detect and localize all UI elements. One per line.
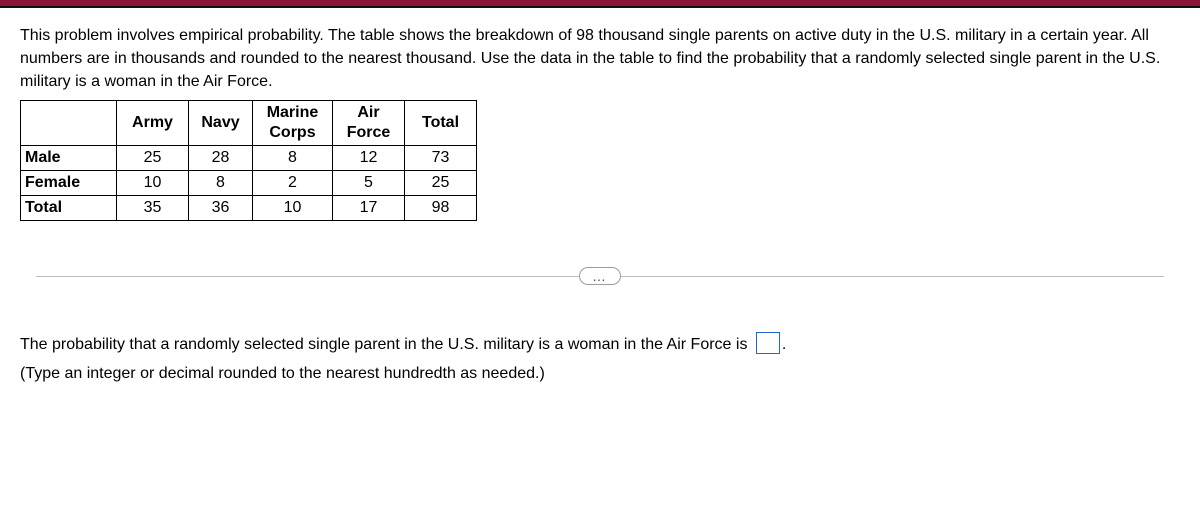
answer-section: The probability that a randomly selected…	[20, 331, 1180, 387]
header-air-force: Air Force	[333, 100, 405, 145]
header-air-line2: Force	[347, 124, 391, 141]
answer-suffix: .	[782, 336, 786, 353]
header-marine-line2: Corps	[269, 124, 315, 141]
probability-input[interactable]	[756, 332, 780, 354]
header-marine-line1: Marine	[267, 104, 319, 121]
table-row: Male 25 28 8 12 73	[21, 145, 477, 170]
expand-toggle[interactable]: …	[579, 267, 621, 285]
ellipsis-icon: …	[592, 268, 608, 284]
section-divider: …	[20, 267, 1180, 287]
table-row: Total 35 36 10 17 98	[21, 195, 477, 220]
cell: 17	[333, 195, 405, 220]
cell: 10	[117, 170, 189, 195]
cell: 28	[189, 145, 253, 170]
problem-statement: This problem involves empirical probabil…	[20, 24, 1180, 94]
header-army: Army	[117, 100, 189, 145]
header-blank	[21, 100, 117, 145]
header-navy: Navy	[189, 100, 253, 145]
answer-hint: (Type an integer or decimal rounded to t…	[20, 360, 1180, 387]
header-marine-corps: Marine Corps	[253, 100, 333, 145]
table-row: Female 10 8 2 5 25	[21, 170, 477, 195]
answer-prefix: The probability that a randomly selected…	[20, 336, 752, 353]
row-label-female: Female	[21, 170, 117, 195]
military-single-parents-table: Army Navy Marine Corps Air Force Total M…	[20, 100, 477, 221]
cell: 25	[405, 170, 477, 195]
row-label-total: Total	[21, 195, 117, 220]
cell: 10	[253, 195, 333, 220]
problem-card: This problem involves empirical probabil…	[0, 8, 1200, 407]
table-header-row: Army Navy Marine Corps Air Force Total	[21, 100, 477, 145]
row-label-male: Male	[21, 145, 117, 170]
cell: 35	[117, 195, 189, 220]
cell: 8	[189, 170, 253, 195]
cell: 8	[253, 145, 333, 170]
cell: 12	[333, 145, 405, 170]
cell: 73	[405, 145, 477, 170]
cell: 2	[253, 170, 333, 195]
cell: 36	[189, 195, 253, 220]
cell: 25	[117, 145, 189, 170]
header-total: Total	[405, 100, 477, 145]
header-air-line1: Air	[357, 104, 379, 121]
cell: 98	[405, 195, 477, 220]
cell: 5	[333, 170, 405, 195]
